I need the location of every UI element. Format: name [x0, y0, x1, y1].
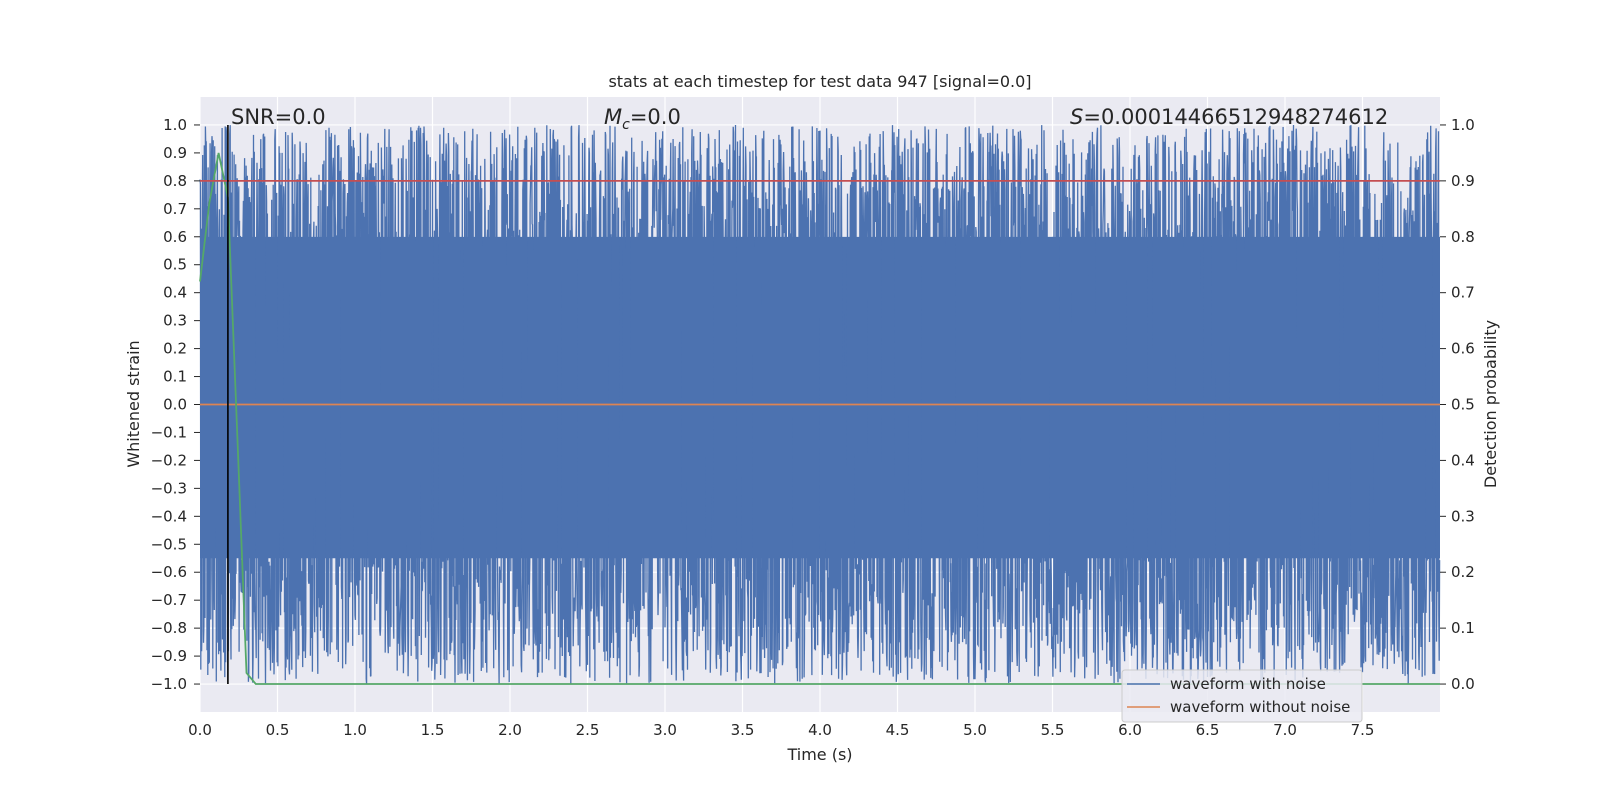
x-tick-label: 1.0: [343, 721, 367, 739]
y-right-tick-label: 0.0: [1451, 675, 1475, 693]
x-tick-label: 5.5: [1041, 721, 1065, 739]
y-left-tick-label: −1.0: [151, 675, 187, 693]
y-left-tick-label: 0.8: [163, 172, 187, 190]
x-tick-label: 2.5: [576, 721, 600, 739]
chirp-mass-value: =0.0: [630, 105, 681, 129]
y-left-tick-label: −0.8: [151, 619, 187, 637]
x-tick-label: 6.5: [1196, 721, 1220, 739]
x-tick-label: 3.0: [653, 721, 677, 739]
x-tick-label: 4.0: [808, 721, 832, 739]
y-right-tick-label: 0.1: [1451, 619, 1475, 637]
y-left-tick-label: 0.3: [163, 312, 187, 330]
chirp-mass-annotation: Mc=0.0: [604, 105, 681, 133]
legend-clean-label: waveform without noise: [1170, 698, 1350, 716]
s-symbol: S: [1070, 105, 1083, 129]
y-right-tick-label: 0.7: [1451, 284, 1475, 302]
y-axis-left-label: Whitened strain: [124, 340, 143, 467]
series-waveform-with-noise: [199, 124, 1441, 685]
x-tick-label: 0.0: [188, 721, 212, 739]
y-left-tick-label: −0.6: [151, 563, 187, 581]
chirp-mass-symbol: M: [604, 105, 622, 129]
y-left-tick-label: −0.7: [151, 591, 187, 609]
y-right-tick-label: 0.9: [1451, 172, 1475, 190]
y-left-tick-label: −0.2: [151, 451, 187, 469]
series-line-2: [199, 152, 1440, 685]
y-left-tick-label: 0.4: [163, 284, 187, 302]
tick-labels: 0.0 0.5 1.0 1.5 2.0 2.5 3.0 3.5 4.0 4.5 5.0 5.5 6.0 6…: [151, 116, 1475, 739]
y-right-tick-label: 1.0: [1451, 116, 1475, 134]
y-left-tick-label: −0.9: [151, 647, 187, 665]
y-left-tick-label: 1.0: [163, 116, 187, 134]
y-left-tick-label: 0.6: [163, 228, 187, 246]
legend-noise-label: waveform with noise: [1170, 675, 1326, 693]
y-right-tick-label: 0.5: [1451, 396, 1475, 414]
y-left-tick-label: −0.3: [151, 479, 187, 497]
x-tick-label: 7.0: [1273, 721, 1297, 739]
y-axis-right-label: Detection probability: [1481, 320, 1500, 488]
chart-title: stats at each timestep for test data 947…: [608, 72, 1031, 91]
x-axis-label: Time (s): [786, 745, 852, 764]
s-annotation: S=0.00014466512948274612: [1070, 105, 1388, 129]
y-left-tick-label: 0.0: [163, 396, 187, 414]
y-right-tick-label: 0.6: [1451, 340, 1475, 358]
y-right-tick-label: 0.3: [1451, 507, 1475, 525]
y-left-tick-label: −0.5: [151, 535, 187, 553]
y-left-tick-label: 0.7: [163, 200, 187, 218]
x-tick-label: 5.0: [963, 721, 987, 739]
snr-annotation: SNR=0.0: [231, 105, 326, 129]
y-left-tick-label: 0.2: [163, 340, 187, 358]
y-left-tick-label: −0.1: [151, 423, 187, 441]
noise-trace: [199, 124, 1441, 685]
x-tick-label: 2.0: [498, 721, 522, 739]
legend-box: [1121, 669, 1363, 723]
x-tick-label: 1.5: [421, 721, 445, 739]
chirp-mass-subscript: c: [622, 117, 630, 133]
y-left-tick-label: 0.9: [163, 144, 187, 162]
series-lines: [199, 124, 1440, 685]
y-left-tick-label: 0.1: [163, 368, 187, 386]
y-left-tick-label: −0.4: [151, 507, 187, 525]
x-tick-label: 0.5: [266, 721, 290, 739]
y-right-tick-label: 0.4: [1451, 451, 1475, 469]
legend: waveform with noise waveform without noi…: [1121, 669, 1363, 723]
y-right-tick-label: 0.8: [1451, 228, 1475, 246]
y-right-tick-label: 0.2: [1451, 563, 1475, 581]
x-tick-label: 3.5: [731, 721, 755, 739]
x-tick-label: 7.5: [1351, 721, 1375, 739]
x-tick-label: 4.5: [886, 721, 910, 739]
s-value: =0.00014466512948274612: [1083, 105, 1388, 129]
y-left-tick-label: 0.5: [163, 256, 187, 274]
x-tick-label: 6.0: [1118, 721, 1142, 739]
